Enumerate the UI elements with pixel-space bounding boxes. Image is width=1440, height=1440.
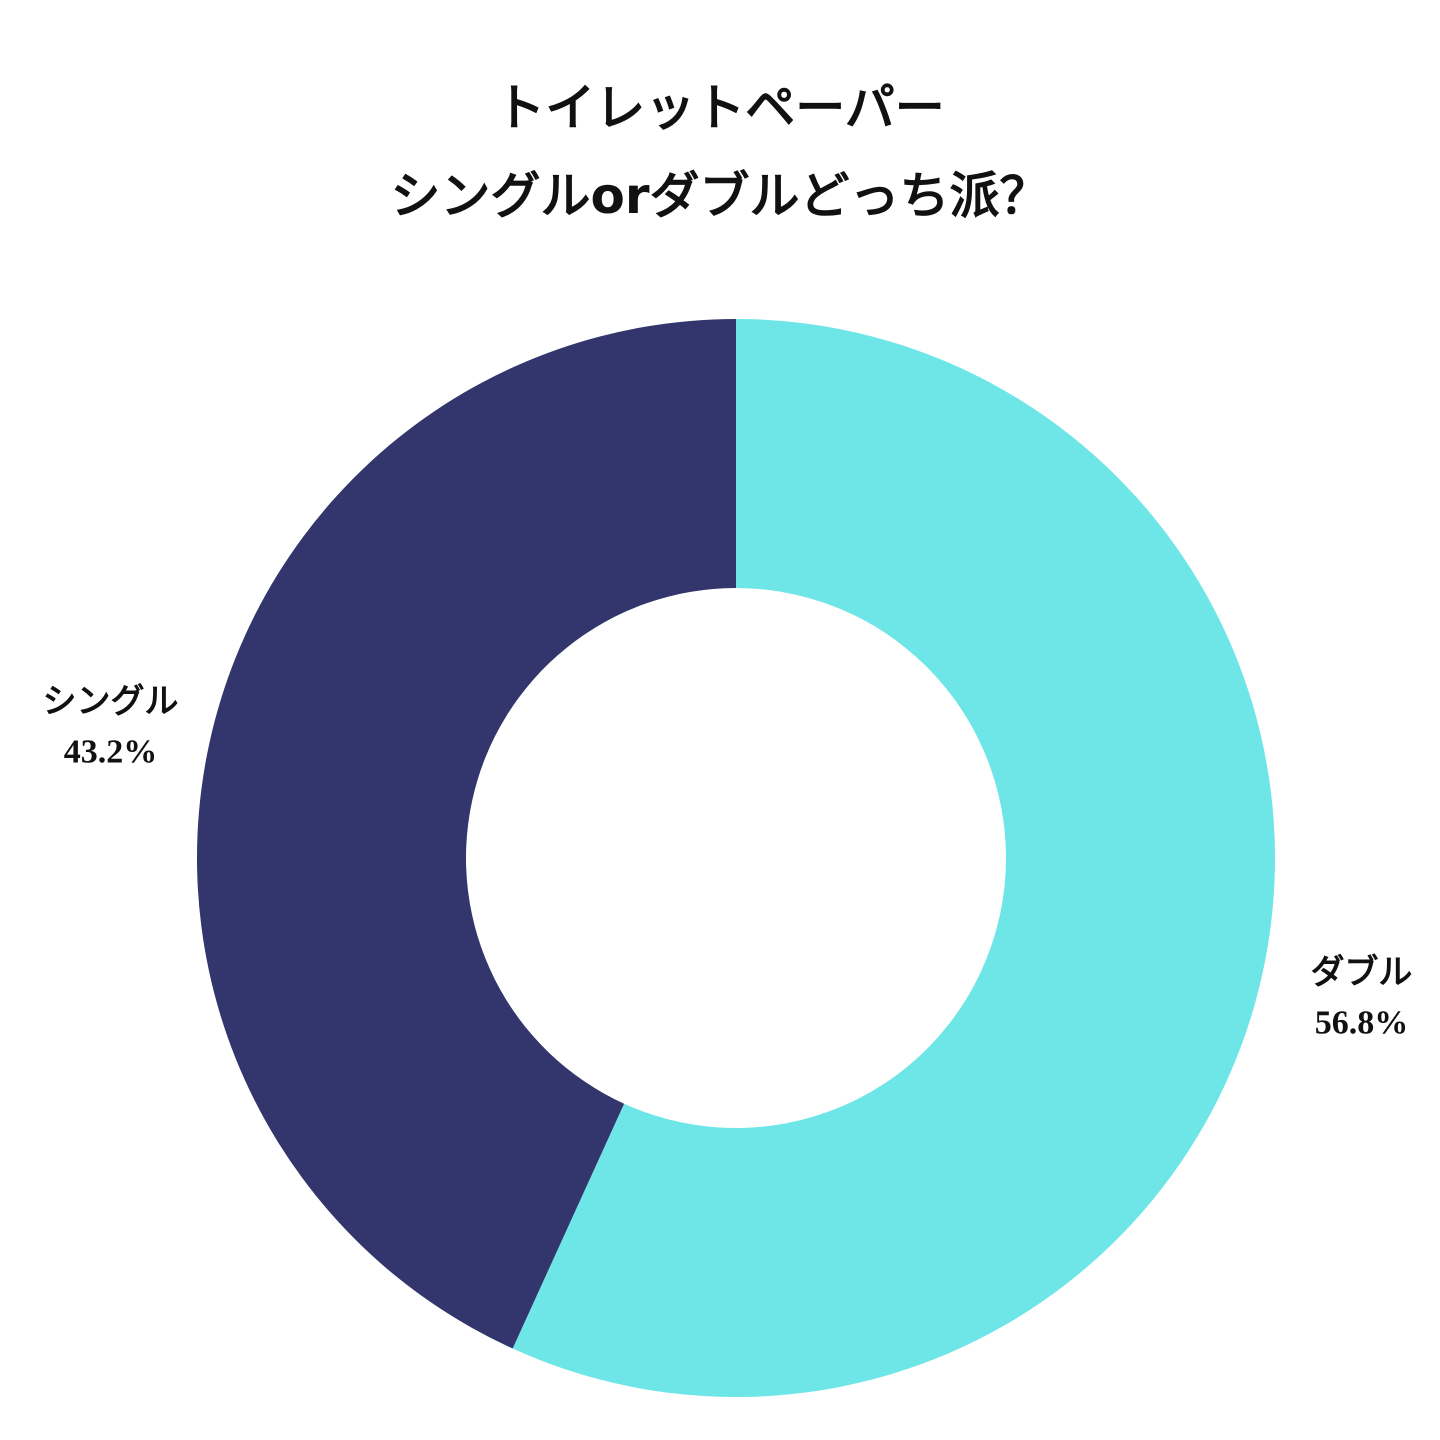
donut-segment [197,319,736,1349]
chart-title: トイレットペーパー シングルorダブルどっち派？ [390,79,1050,225]
value-label: 56.8% [1315,1005,1409,1042]
category-label: シングル [43,681,179,721]
donut-segment [512,319,1276,1397]
category-label: ダブル [1310,953,1412,993]
value-label: 43.2% [64,733,158,770]
